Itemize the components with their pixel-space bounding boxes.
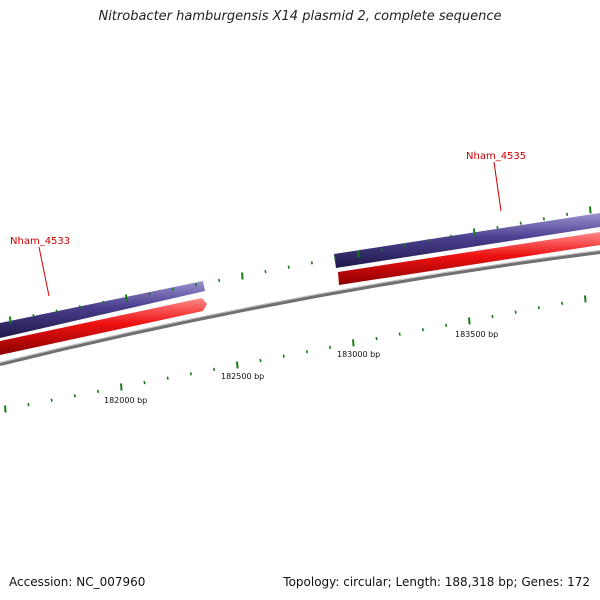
scale-tick [537,306,540,310]
sequence-backbone [0,250,600,366]
upper-tick [542,217,545,221]
gene-feature-nham-4533-forward[interactable] [0,281,205,338]
upper-tick [519,221,522,225]
scale-tick [50,398,53,402]
upper-tick [218,278,221,283]
upper-tick [287,265,290,269]
upper-tick [310,261,313,265]
upper-tick [566,212,569,217]
upper-tick [194,283,197,287]
gene-feature-nham-4535-reverse[interactable] [338,232,600,285]
scale-label-182500: 182500 bp [221,372,264,381]
upper-tick [334,256,337,261]
upper-tick [380,247,383,252]
upper-tick [496,225,499,230]
scale-label-183000: 183000 bp [337,350,380,359]
gene-label-leader-nham-4533 [38,246,50,297]
sequence-summary: Topology: circular; Length: 188,318 bp; … [283,575,590,589]
gene-label-leader-nham-4535 [493,161,502,212]
upper-tick [102,300,105,305]
upper-tick [125,294,128,302]
upper-tick [450,234,453,239]
upper-tick [241,272,244,280]
upper-tick [148,291,151,296]
scale-tick [213,367,216,372]
upper-tick [357,250,360,258]
upper-tick [426,239,429,243]
scale-tick [305,350,308,354]
scale-tick [352,339,355,347]
scale-tick [514,310,517,314]
scale-tick [491,314,494,319]
scale-tick [445,323,448,327]
accession-info: Accession: NC_007960 [9,575,146,589]
scale-tick [120,383,123,391]
scale-tick [375,336,378,341]
scale-tick [282,354,285,358]
upper-tick [55,309,58,313]
map-title: Nitrobacter hamburgensis X14 plasmid 2, … [98,9,502,24]
scale-tick [189,372,192,376]
upper-tick [171,287,174,291]
gene-label-nham-4533[interactable]: Nham_4533 [10,236,70,247]
scale-tick [4,405,7,413]
scale-tick [166,376,169,380]
upper-tick [473,228,476,236]
scale-tick [27,402,30,407]
upper-tick-marks [9,206,592,324]
scale-tick [421,328,424,332]
upper-tick [589,206,592,214]
upper-tick [264,269,267,274]
scale-tick [143,380,146,385]
scale-tick [97,389,100,394]
scale-tick [398,332,401,336]
gene-feature-nham-4533-reverse[interactable] [0,298,207,355]
scale-tick [259,358,262,363]
upper-tick [32,313,35,318]
scale-label-183500: 183500 bp [455,330,498,339]
gene-label-nham-4535[interactable]: Nham_4535 [466,151,526,162]
gene-feature-nham-4535-forward[interactable] [334,213,600,268]
scale-tick [329,345,332,349]
upper-tick [9,316,12,324]
scale-tick [468,317,471,325]
upper-tick [78,305,81,309]
scale-tick [584,295,587,303]
scale-tick-marks [4,295,587,413]
scale-label-182000: 182000 bp [104,396,147,405]
scale-tick [561,301,564,305]
upper-tick [403,243,406,247]
scale-tick [73,394,76,398]
scale-tick [236,361,239,369]
